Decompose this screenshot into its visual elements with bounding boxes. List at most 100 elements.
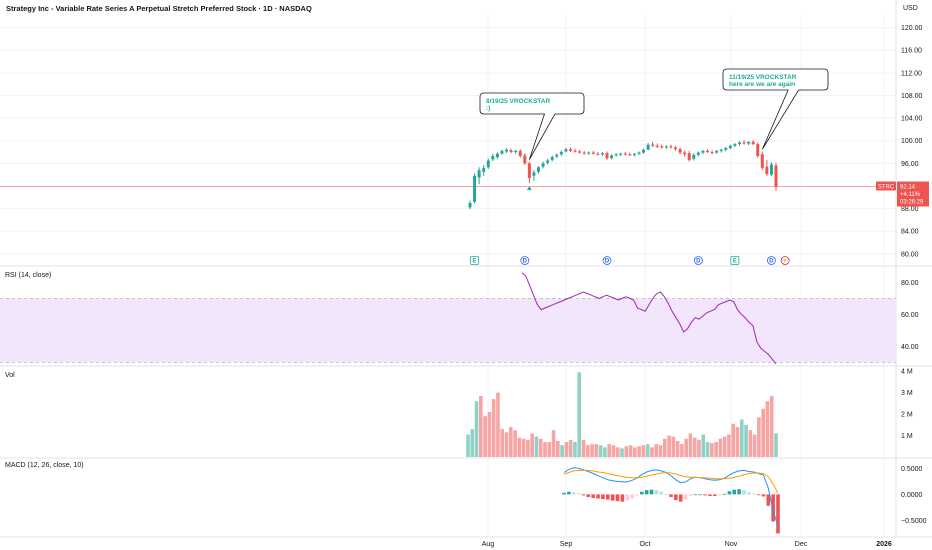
volume-bar — [560, 445, 564, 457]
volume-tick-label: 3 M — [901, 390, 913, 397]
volume-bar — [757, 417, 761, 457]
macd-histogram-bar — [625, 494, 630, 501]
volume-bar — [513, 430, 517, 457]
volume-bar — [671, 436, 676, 457]
macd-histogram-bar — [776, 494, 780, 534]
chart-title: Strategy Inc - Variable Rate Series A Pe… — [6, 4, 312, 13]
candle-body — [628, 154, 632, 156]
volume-tick-label: 2 M — [901, 412, 913, 419]
price-tick-label: 104.00 — [901, 116, 923, 123]
price-tick-label: 84.00 — [901, 229, 919, 236]
price-tick-label: 108.00 — [901, 93, 923, 100]
macd-tick-label: 0.0000 — [901, 492, 923, 499]
macd-histogram-bar — [644, 490, 649, 495]
macd-tick-label: −0.5000 — [901, 518, 927, 525]
symbol-tag — [876, 181, 896, 191]
candle-body — [623, 153, 627, 155]
callout-text: :) — [486, 105, 490, 112]
candle-body — [664, 146, 668, 148]
volume-bar — [765, 401, 770, 457]
candle-body — [683, 152, 687, 155]
candle-body — [756, 144, 760, 156]
macd-histogram-bar — [766, 494, 771, 506]
time-tick-label: Sep — [560, 541, 573, 548]
macd-histogram-bar — [717, 494, 722, 496]
macd-histogram-bar — [576, 493, 581, 495]
volume-bar — [697, 439, 701, 457]
macd-histogram-bar — [737, 489, 741, 495]
macd-histogram-bar — [698, 494, 702, 496]
candle-body — [642, 149, 646, 153]
candle-body — [774, 165, 778, 187]
volume-bar — [722, 436, 727, 457]
pane-separators[interactable] — [0, 0, 932, 538]
rsi-pane[interactable]: RSI (14, close) — [0, 272, 896, 365]
rsi-tick-label: 40.00 — [901, 344, 919, 351]
macd-histogram-bar — [610, 494, 615, 501]
candle-body — [760, 154, 764, 168]
macd-label: MACD (12, 26, close, 10) — [5, 462, 84, 469]
candle-body — [710, 152, 714, 154]
volume-bar — [680, 444, 684, 457]
candle-body — [518, 150, 522, 156]
event-badge: E — [470, 256, 479, 265]
volume-bar — [692, 437, 697, 457]
candle-body — [555, 154, 559, 157]
price-tick-label: 100.00 — [901, 138, 923, 145]
volume-bar — [483, 416, 487, 457]
volume-tick-label: 4 M — [901, 369, 913, 376]
macd-pane[interactable]: MACD (12, 26, close, 10) — [5, 462, 780, 534]
volume-bar — [752, 434, 757, 457]
volume-bar — [735, 426, 740, 457]
price-pane[interactable]: 8/19/25 VROCKSTAR:) 11/19/25 VROCKSTARher… — [0, 68, 896, 265]
volume-bar — [611, 445, 616, 457]
candle-body — [674, 147, 678, 150]
time-tick-label: Nov — [725, 541, 738, 548]
price-axis[interactable]: 120.00 116.00 112.00 108.00 104.00 100.00 96.0… — [876, 25, 929, 525]
event-label: D — [605, 259, 610, 265]
macd-histogram-bar — [581, 494, 586, 496]
volume-bar — [547, 441, 552, 457]
candle-body — [728, 145, 732, 149]
macd-histogram-bar — [562, 492, 566, 495]
candle-body — [632, 153, 636, 155]
macd-histogram-bar — [674, 494, 678, 501]
volume-pane[interactable]: Vol — [5, 372, 778, 457]
rsi-label: RSI (14, close) — [5, 272, 51, 279]
last-price-label: 92.14 — [900, 185, 916, 191]
macd-histogram-bar — [659, 491, 664, 495]
candle-body — [747, 141, 751, 144]
volume-bar — [637, 446, 641, 457]
currency-label[interactable]: USD — [903, 5, 918, 12]
time-axis[interactable]: Aug Sep Oct Nov Dec 2026 — [482, 541, 892, 548]
macd-histogram-bar — [722, 493, 727, 495]
macd-histogram-bar — [567, 491, 571, 495]
volume-bar — [551, 430, 556, 457]
candle-body — [678, 149, 682, 153]
candle-body — [473, 175, 477, 202]
volume-bar — [568, 439, 573, 457]
volume-bar — [654, 444, 659, 457]
macd-tick-label: 0.5000 — [901, 466, 923, 473]
macd-histogram-bar — [683, 494, 688, 500]
candle-body — [523, 155, 527, 164]
volume-bar — [701, 434, 706, 457]
candle-body — [541, 163, 545, 167]
macd-histogram-bar — [591, 494, 595, 499]
time-tick-label: Dec — [795, 541, 808, 548]
volume-bar — [662, 438, 667, 457]
volume-bar — [556, 440, 560, 457]
volume-bar — [739, 419, 744, 457]
candle-body — [724, 148, 728, 150]
macd-histogram-bar — [596, 494, 600, 499]
volume-bar — [517, 437, 522, 457]
volume-bar — [714, 441, 718, 457]
candle-body — [482, 167, 486, 172]
event-label: D — [769, 259, 774, 265]
volume-bar — [628, 445, 633, 457]
volume-bar — [645, 444, 650, 457]
macd-histogram-bar — [586, 494, 591, 497]
candle-body — [495, 153, 499, 158]
